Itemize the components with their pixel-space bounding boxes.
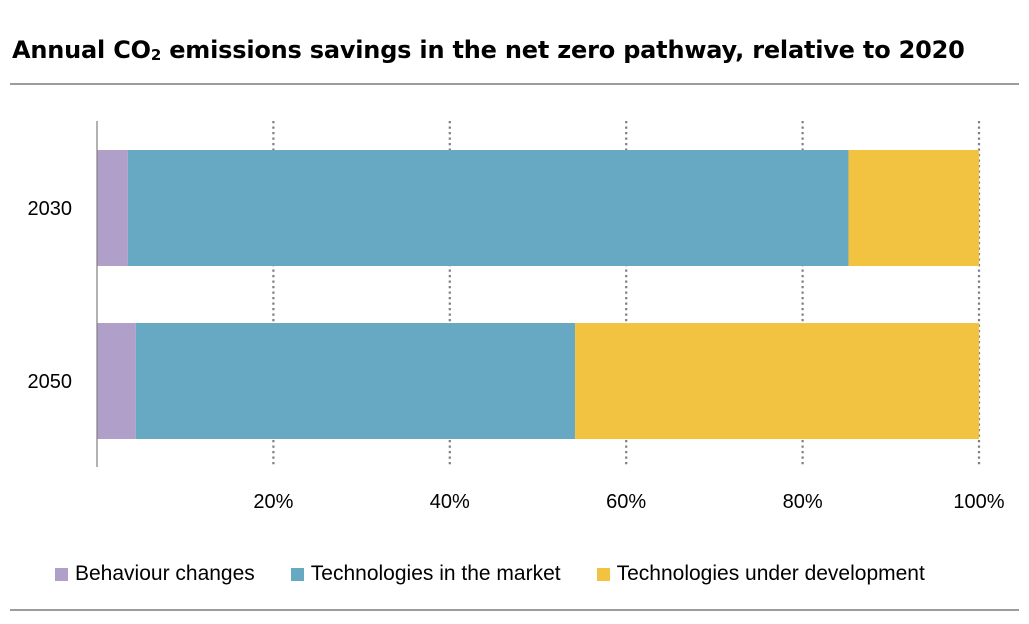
x-tick-labels: 20% 40% 60% 80% 100% bbox=[253, 491, 1004, 513]
bar-2030-series-2 bbox=[848, 150, 979, 266]
chart-title: Annual CO2 emissions savings in the net … bbox=[12, 36, 965, 64]
x-tick-label: 40% bbox=[430, 491, 470, 513]
legend-label: Behaviour changes bbox=[75, 562, 255, 585]
category-labels: 2030 2050 bbox=[28, 198, 73, 393]
legend-swatch bbox=[290, 567, 304, 581]
legend-label: Technologies in the market bbox=[310, 562, 561, 585]
bar-2050-series-1 bbox=[135, 323, 576, 439]
bars bbox=[97, 150, 979, 439]
x-tick-label: 20% bbox=[253, 491, 293, 513]
bar-2030-series-0 bbox=[97, 150, 128, 266]
bar-2050-series-0 bbox=[97, 323, 136, 439]
bottom-divider bbox=[10, 609, 1019, 611]
legend-label: Technologies under development bbox=[616, 562, 925, 585]
bar-2050-series-2 bbox=[575, 323, 979, 439]
legend-item: Technologies in the market bbox=[290, 562, 561, 586]
legend: Behaviour changes Technologies in the mar… bbox=[55, 562, 961, 586]
x-tick-label: 60% bbox=[606, 491, 646, 513]
category-label: 2030 bbox=[28, 198, 73, 220]
legend-item: Technologies under development bbox=[596, 562, 925, 586]
category-label: 2050 bbox=[28, 371, 73, 393]
top-divider bbox=[10, 83, 1019, 85]
legend-item: Behaviour changes bbox=[55, 562, 255, 586]
x-tick-label: 80% bbox=[783, 491, 823, 513]
x-tick-label: 100% bbox=[953, 491, 1004, 513]
legend-swatch bbox=[55, 567, 68, 581]
bar-2030-series-1 bbox=[127, 150, 849, 266]
legend-swatch bbox=[596, 567, 610, 581]
